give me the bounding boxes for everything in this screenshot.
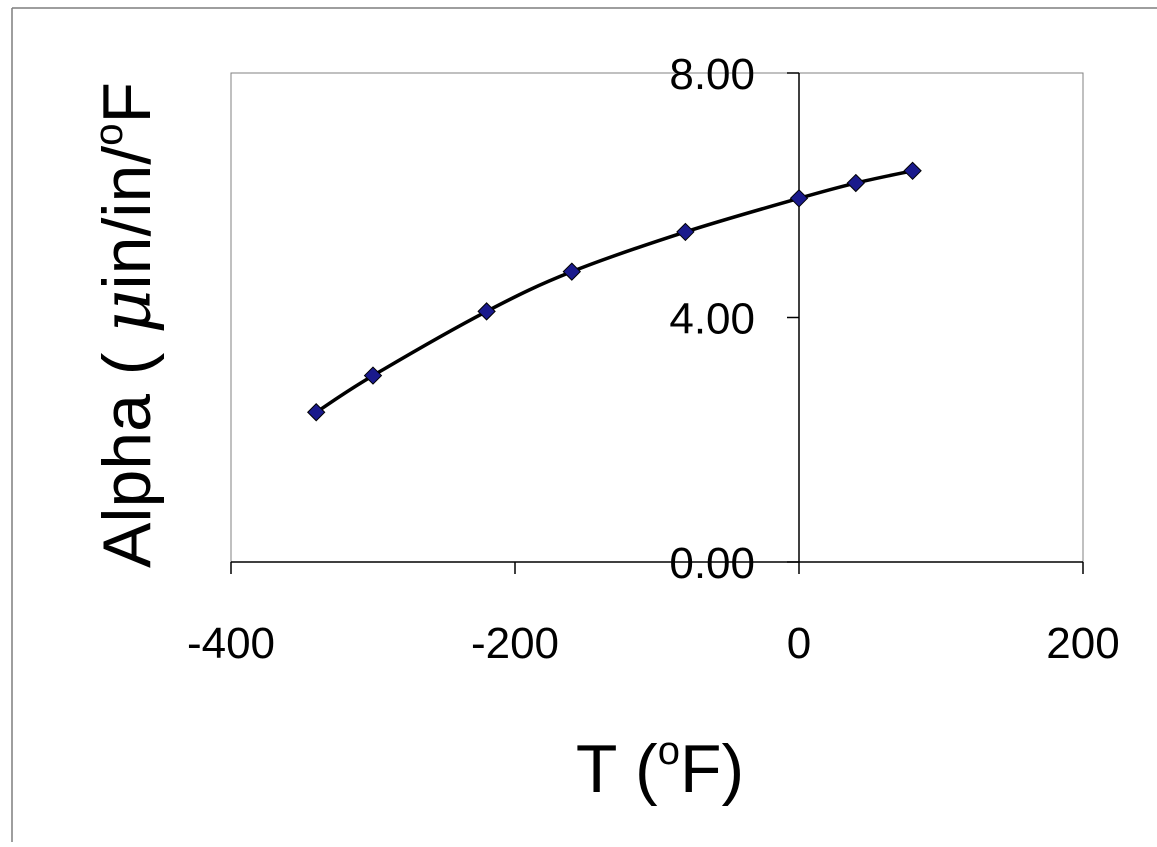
x-axis-title-suffix: F) — [680, 731, 744, 807]
data-point — [676, 222, 695, 242]
x-axis-title: T (oF) — [576, 729, 744, 807]
data-markers — [306, 161, 922, 422]
data-point — [562, 262, 582, 281]
y-axis-title-prefix: Alpha ( — [89, 334, 165, 568]
y-tick-label: 8.00 — [669, 50, 755, 99]
y-axis-title: Alpha ( μin/in/oF — [87, 82, 167, 568]
plot-area — [230, 72, 1084, 563]
y-tick-label: 4.00 — [669, 295, 755, 344]
y-axis-title-suffix: F — [89, 82, 165, 124]
y-tick-labels: 0.00 4.00 8.00 — [669, 50, 755, 588]
x-tick-label: -200 — [471, 619, 559, 668]
data-point — [789, 189, 809, 208]
axes — [230, 72, 1084, 574]
data-point — [846, 173, 866, 193]
data-point — [477, 302, 496, 321]
y-tick-label: 0.00 — [669, 539, 755, 588]
y-axis-title-sup: o — [87, 124, 131, 146]
trendline — [315, 169, 913, 414]
x-tick-label: 200 — [1046, 619, 1119, 668]
x-axis-title-prefix: T ( — [576, 731, 658, 807]
y-axis-title-mu: μ — [88, 289, 167, 333]
y-axis-title-mid: in/in/ — [89, 146, 165, 290]
x-axis-title-sup: o — [658, 729, 680, 773]
data-point — [363, 366, 383, 385]
data-point — [903, 161, 922, 181]
x-tick-label: -400 — [187, 619, 275, 668]
data-point — [306, 403, 326, 422]
x-tick-labels: -400 -200 0 200 — [187, 619, 1120, 668]
x-tick-label: 0 — [787, 619, 811, 668]
